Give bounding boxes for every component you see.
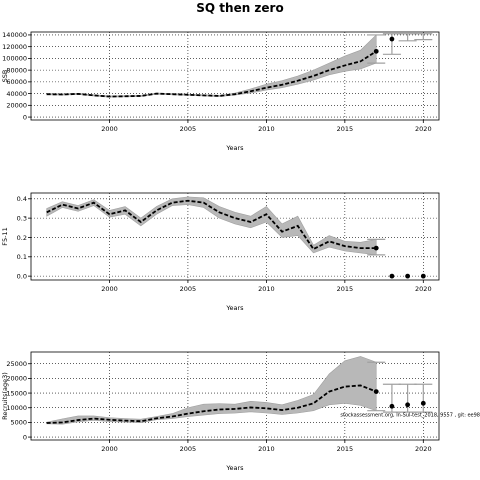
y-tick-label: 10000 — [6, 404, 27, 412]
y-tick-label: 20000 — [6, 102, 27, 110]
y-tick-label: 0.0 — [17, 272, 27, 280]
y-tick-label: 0 — [23, 433, 27, 441]
estimate-line — [46, 199, 377, 251]
y-tick-label: 0 — [23, 113, 27, 121]
x-tick-label: 2020 — [415, 445, 432, 453]
y-tick-label: 120000 — [2, 43, 27, 51]
x-tick-label: 2020 — [415, 285, 432, 293]
estimate-line — [46, 384, 377, 424]
y-tick-label: 100000 — [2, 55, 27, 63]
projection-point — [389, 273, 395, 279]
fishing-mortality-panel: 2000 2005 2010 2015 2020 0.0 0.1 0.2 0.3 0.4 Years… — [1, 192, 440, 312]
y-tick-label: 20000 — [6, 375, 27, 383]
x-tick-label: 2000 — [101, 445, 118, 453]
y-axis-label: F5-11 — [1, 227, 9, 246]
y-tick-label: 5000 — [10, 419, 27, 427]
y-tick-label: 0.1 — [17, 253, 27, 261]
x-tick-label: 2015 — [337, 125, 354, 133]
x-tick-label: 2000 — [101, 125, 118, 133]
figure-title: SQ then zero — [196, 1, 283, 15]
y-tick-label: 40000 — [6, 90, 27, 98]
plot-frame — [30, 31, 440, 121]
y-tick-label: 25000 — [6, 360, 27, 368]
x-tick-label: 2015 — [337, 445, 354, 453]
annotation-text: stockassessment.org, In-Sul-test_2018, 9… — [340, 413, 480, 419]
y-tick-label: 140000 — [2, 31, 27, 39]
x-tick-label: 2020 — [415, 125, 432, 133]
projection-point — [405, 402, 411, 408]
x-tick-label: 2005 — [180, 445, 197, 453]
projection-point — [420, 400, 426, 406]
x-tick-label: 2000 — [101, 285, 118, 293]
projection-point — [389, 403, 395, 409]
x-axis-label: Years — [225, 144, 244, 152]
projection-point — [405, 273, 411, 279]
recruits-panel: 2000 2005 2010 2015 2020 0 5000 10000 15000 20000… — [1, 351, 480, 472]
estimate-line — [46, 50, 377, 98]
plot-frame — [30, 192, 440, 281]
estimate-last-point — [373, 48, 379, 54]
ssb-panel: 2000 2005 2010 2015 2020 0 20000 40000 60000 8000… — [1, 31, 440, 152]
y-tick-label: 15000 — [6, 389, 27, 397]
x-tick-label: 2005 — [180, 285, 197, 293]
x-tick-label: 2010 — [258, 285, 275, 293]
y-tick-label: 0.4 — [17, 195, 27, 203]
x-tick-label: 2010 — [258, 445, 275, 453]
projection-point — [389, 36, 395, 42]
y-axis-label: SSB — [1, 70, 9, 83]
x-axis-label: Years — [225, 464, 244, 472]
x-axis-label: Years — [225, 304, 244, 312]
x-tick-label: 2010 — [258, 125, 275, 133]
y-tick-label: 80000 — [6, 66, 27, 74]
y-tick-label: 0.2 — [17, 234, 27, 242]
x-tick-label: 2005 — [180, 125, 197, 133]
plot-frame — [30, 351, 440, 441]
y-axis-label: Recruits(age3) — [1, 372, 9, 420]
estimate-last-point — [373, 389, 379, 394]
projection-point — [420, 273, 426, 279]
y-tick-label: 0.3 — [17, 214, 27, 222]
x-tick-label: 2015 — [337, 285, 354, 293]
y-tick-label: 60000 — [6, 78, 27, 86]
estimate-last-point — [373, 245, 379, 251]
